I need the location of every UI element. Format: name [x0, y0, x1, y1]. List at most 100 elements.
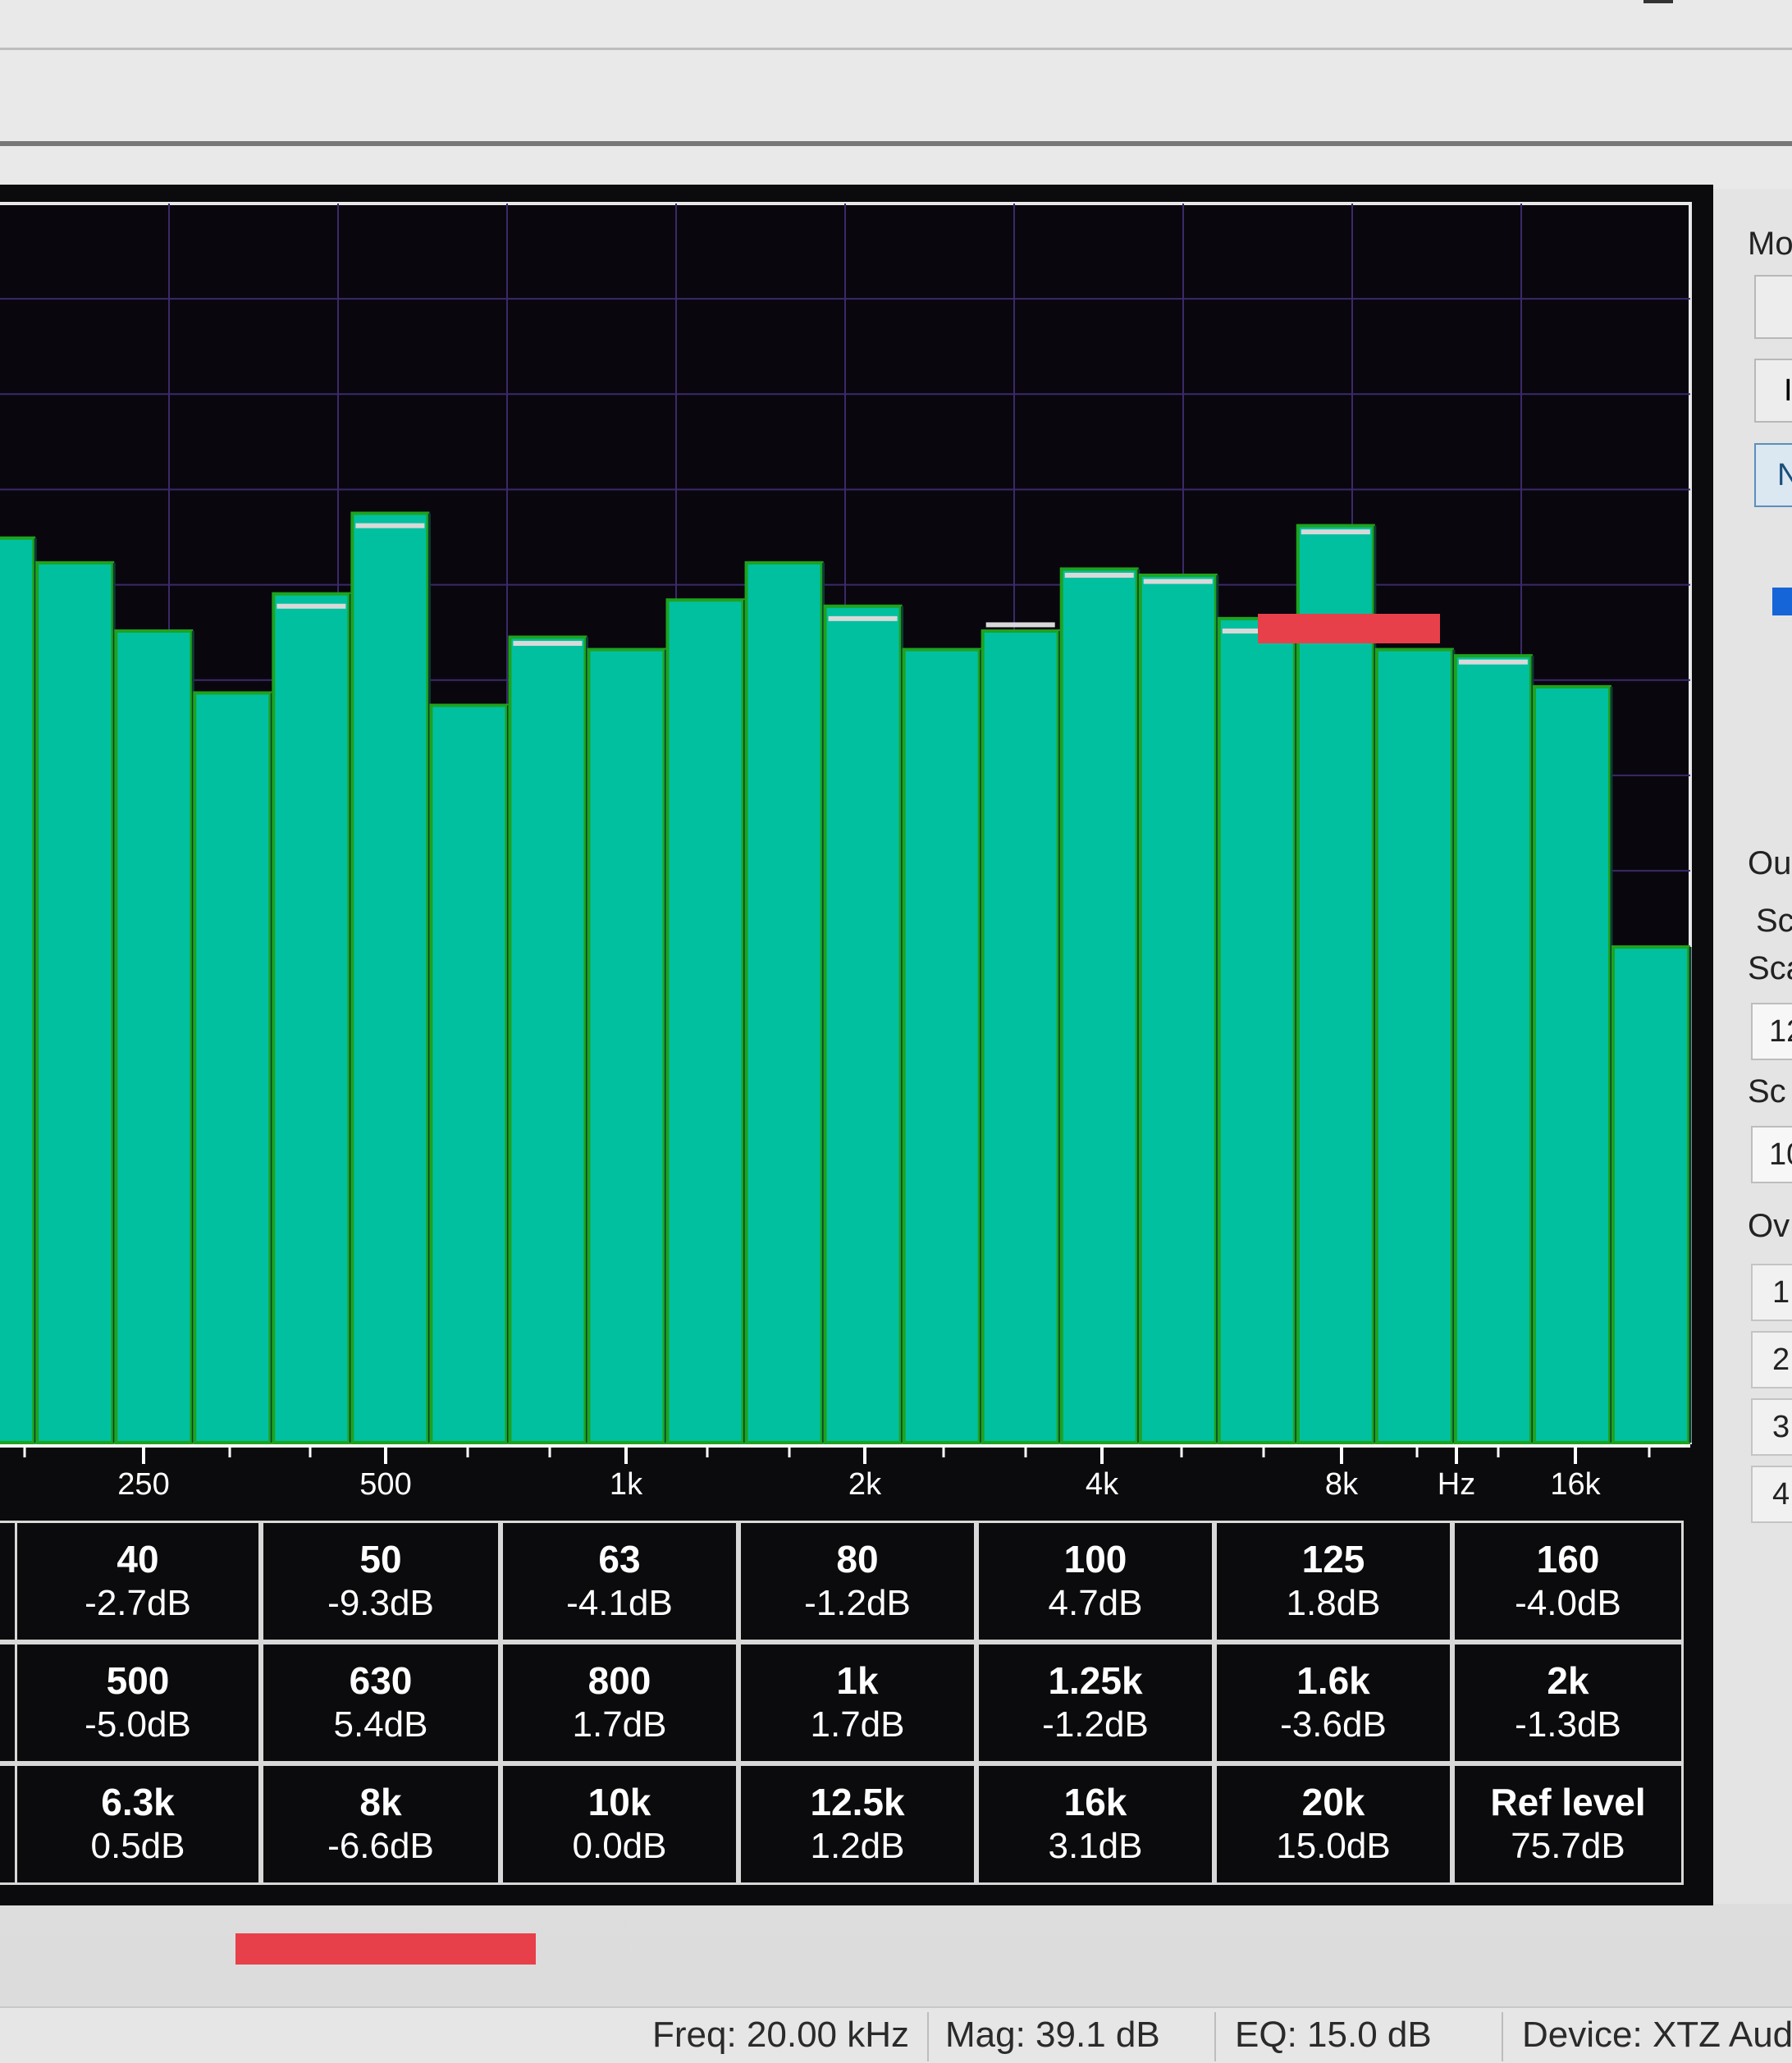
- overlay-button-1[interactable]: 1: [1751, 1264, 1792, 1321]
- scale-field[interactable]: 10: [1751, 1126, 1792, 1183]
- rta-spectrum-chart[interactable]: [0, 0, 1792, 1521]
- spectrum-bar: [1138, 574, 1218, 1444]
- mode-button[interactable]: [1754, 275, 1792, 339]
- status-bar: [0, 2006, 1792, 2063]
- band-frequency: 16k: [1063, 1781, 1127, 1823]
- overlay-button-4[interactable]: 4: [1751, 1466, 1792, 1523]
- spectrum-bar: [272, 592, 351, 1444]
- peak-hold-marker: [513, 641, 583, 647]
- peak-hold-marker: [828, 615, 898, 621]
- band-frequency: 2k: [1547, 1659, 1589, 1702]
- band-gain: -6.6dB: [327, 1826, 434, 1866]
- band-frequency: 6.3k: [101, 1781, 175, 1823]
- band-gain: -9.3dB: [327, 1583, 434, 1623]
- spectrum-bar: [1611, 945, 1690, 1444]
- spectrum-bar: [1532, 684, 1611, 1444]
- overlay-number: 3: [1772, 1410, 1790, 1444]
- peak-hold-marker: [277, 603, 346, 609]
- band-cell: 1.6k -3.6dB: [1214, 1642, 1452, 1763]
- band-gain: -4.1dB: [566, 1583, 673, 1623]
- spectrum-bar: [1059, 567, 1139, 1445]
- band-cell: 8k -6.6dB: [261, 1763, 501, 1885]
- band-cell-clipped: [0, 1521, 17, 1642]
- overlay-button-2[interactable]: 2: [1751, 1331, 1792, 1388]
- status-separator: [927, 2012, 929, 2061]
- band-gain: -1.2dB: [804, 1583, 911, 1623]
- peak-hold-marker: [985, 622, 1055, 628]
- overlay-button-3[interactable]: 3: [1751, 1398, 1792, 1456]
- overlay-number: 1: [1772, 1275, 1790, 1310]
- band-gain: 0.0dB: [572, 1826, 667, 1866]
- band-cell-ref-level: Ref level 75.7dB: [1452, 1763, 1684, 1885]
- band-cell: 160 -4.0dB: [1452, 1521, 1684, 1642]
- band-frequency: 40: [117, 1538, 159, 1580]
- status-magnitude: Mag: 39.1 dB: [945, 2015, 1160, 2055]
- status-separator: [1502, 2012, 1503, 2061]
- band-frequency: 1k: [836, 1659, 879, 1702]
- band-frequency: 63: [598, 1538, 641, 1580]
- peak-hold-marker: [1064, 573, 1134, 578]
- mode-button-selected[interactable]: N: [1754, 443, 1792, 507]
- band-frequency: 500: [106, 1659, 170, 1702]
- band-table-row: 40 -2.7dB 50 -9.3dB 63 -4.1dB 80 -1.2dB 100 4…: [0, 1521, 1684, 1642]
- peak-hold-marker: [1222, 628, 1291, 634]
- minimize-icon[interactable]: [1643, 0, 1673, 3]
- spectrum-bar: [587, 647, 666, 1444]
- band-frequency: 160: [1536, 1538, 1600, 1580]
- band-frequency: 1.6k: [1296, 1659, 1370, 1702]
- status-eq: EQ: 15.0 dB: [1235, 2015, 1432, 2055]
- band-cell: 1k 1.7dB: [738, 1642, 976, 1763]
- toolbar-area: [0, 0, 1792, 189]
- red-annotation-mark: [235, 1933, 536, 1965]
- mode-button[interactable]: I: [1754, 359, 1792, 423]
- band-frequency: 8k: [359, 1781, 402, 1823]
- band-gain: -2.7dB: [85, 1583, 191, 1623]
- chart-bars: [0, 511, 1692, 1445]
- status-frequency: Freq: 20.00 kHz: [652, 2015, 910, 2055]
- status-device: Device: XTZ Audio: [1522, 2015, 1792, 2055]
- spectrum-bar: [35, 560, 115, 1444]
- spectrum-bar: [193, 691, 272, 1444]
- mode-label: Mo: [1748, 226, 1792, 262]
- band-gain: 5.4dB: [333, 1704, 428, 1745]
- spectrum-bar: [665, 598, 745, 1445]
- band-gain: 1.7dB: [810, 1704, 905, 1745]
- scale-label: Sc: [1748, 1073, 1786, 1109]
- band-gain: -5.0dB: [85, 1704, 191, 1745]
- toolbar-divider: [0, 48, 1792, 50]
- toolbar-divider: [0, 141, 1792, 146]
- slider-thumb[interactable]: [1772, 588, 1792, 615]
- band-frequency: 125: [1301, 1538, 1365, 1580]
- mode-button-label: N: [1777, 458, 1792, 492]
- band-table-row: 6.3k 0.5dB 8k -6.6dB 10k 0.0dB 12.5k 1.2dB 1…: [0, 1763, 1684, 1885]
- scale-field[interactable]: 12: [1751, 1003, 1792, 1060]
- x-tick-label: 4k: [1085, 1467, 1119, 1502]
- band-cell: 50 -9.3dB: [261, 1521, 501, 1642]
- band-gain: 75.7dB: [1511, 1826, 1625, 1866]
- band-frequency: 10k: [587, 1781, 651, 1823]
- band-gain: -3.6dB: [1280, 1704, 1387, 1745]
- x-tick-label: 8k: [1324, 1467, 1359, 1502]
- scale-field-value: 10: [1769, 1137, 1792, 1172]
- scale-label: Sc: [1756, 903, 1792, 939]
- scale-label: Sca: [1748, 950, 1792, 986]
- spectrum-bar: [981, 629, 1060, 1444]
- band-gain: 1.8dB: [1286, 1583, 1381, 1623]
- band-frequency: Ref level: [1490, 1781, 1646, 1823]
- band-frequency: 20k: [1301, 1781, 1365, 1823]
- spectrum-bar: [114, 629, 194, 1444]
- overlay-number: 4: [1772, 1477, 1790, 1512]
- band-frequency: 100: [1063, 1538, 1127, 1580]
- band-frequency: 12.5k: [810, 1781, 905, 1823]
- spectrum-bar: [0, 536, 36, 1445]
- band-gain: 3.1dB: [1048, 1826, 1143, 1866]
- spectrum-bar: [508, 635, 587, 1444]
- band-frequency: 630: [349, 1659, 413, 1702]
- band-cell: 100 4.7dB: [976, 1521, 1214, 1642]
- x-tick-label: 250: [117, 1467, 170, 1502]
- x-tick-label: 2k: [848, 1467, 882, 1502]
- spectrum-bar: [823, 604, 903, 1444]
- overlay-number: 2: [1772, 1343, 1790, 1377]
- band-frequency: 800: [587, 1659, 651, 1702]
